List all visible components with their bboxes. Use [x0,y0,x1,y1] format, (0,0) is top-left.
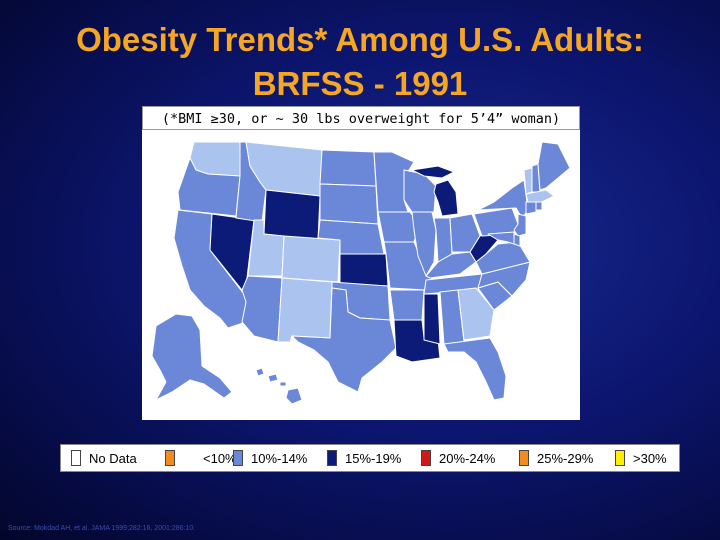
state-CO [281,235,341,283]
state-MI [433,179,459,217]
state-AZ [241,275,283,343]
legend-swatch [233,450,243,466]
state-WY [263,189,321,241]
state-RI [535,201,543,211]
title-line-2: BRFSS - 1991 [252,65,468,102]
map-legend: No Data <10% 10%-14% 15%-19% 20%-24% 25%… [60,444,680,472]
state-HI-3 [279,381,287,387]
legend-swatch [71,450,81,466]
state-GA [457,287,495,341]
legend-swatch [327,450,337,466]
state-IL [411,211,437,277]
legend-swatch [519,450,529,466]
state-DE [513,233,521,247]
legend-label: 10%-14% [251,451,308,466]
state-HI-1 [255,367,265,377]
legend-label: 15%-19% [345,451,402,466]
state-MI-upper [411,165,455,179]
state-TX [291,287,397,393]
legend-label: 20%-24% [439,451,496,466]
legend-swatch [421,450,431,466]
state-VT [523,167,533,195]
state-ME [537,141,571,191]
legend-swatch [615,450,625,466]
us-obesity-map [142,130,580,420]
legend-label: <10% [203,451,237,466]
state-FL [443,337,507,401]
legend-label: >30% [633,451,667,466]
legend-label: 25%-29% [537,451,594,466]
legend-swatch [165,450,175,466]
state-KS [339,253,389,287]
us-map-svg [151,141,571,405]
source-citation: Source: Mokdad AH, et al. JAMA 1999;282:… [8,525,196,532]
state-MS [423,293,441,345]
legend-label: No Data [89,451,137,466]
slide-title: Obesity Trends* Among U.S. Adults: BRFSS… [0,18,720,106]
state-NM [277,277,333,343]
state-ND [319,149,377,187]
state-CT [525,201,537,215]
bmi-definition-note: (*BMI ≥30, or ~ 30 lbs overweight for 5’… [142,106,580,130]
title-line-1: Obesity Trends* Among U.S. Adults: [76,21,644,58]
state-MA [525,189,555,203]
state-MD [487,231,515,245]
state-AK [151,313,233,401]
state-AR [389,289,425,321]
state-LA [393,319,441,363]
state-HI-2 [267,373,279,383]
state-HI-4 [285,387,303,405]
state-SD [319,183,379,225]
